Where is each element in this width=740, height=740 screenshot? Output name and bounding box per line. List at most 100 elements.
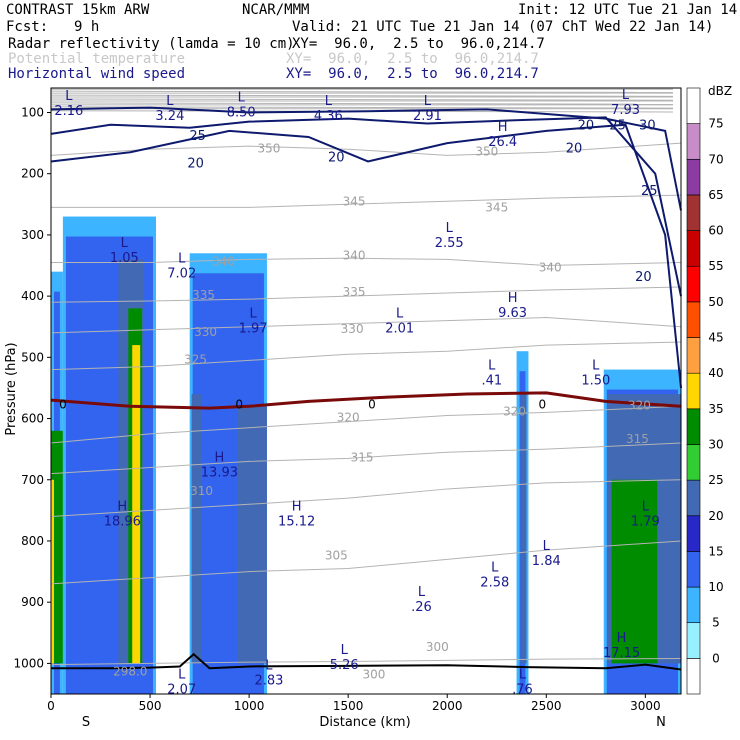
theta-label-11: 330 xyxy=(341,322,364,336)
theta-label-1: 300 xyxy=(362,668,385,682)
colorbar-layer: 0 5 10 15 20 25 30 35 40 45 50 55 60 65 70 75 xyxy=(686,87,724,695)
extremum-letter-24: L xyxy=(178,668,186,683)
y-tick-label-300: 300 xyxy=(21,228,44,242)
y-tick-label-100: 100 xyxy=(21,105,44,119)
theta-upper-line-1 xyxy=(50,90,674,93)
extremum-letter-6: H xyxy=(498,120,508,135)
colorbar-label-35: 35 xyxy=(708,402,723,416)
extremum-letter-0: L xyxy=(65,89,73,104)
x-tick-label-2000: 2000 xyxy=(432,699,463,713)
colorbar-swatch-1 xyxy=(686,622,701,659)
terrain-layer xyxy=(51,652,682,671)
theta-label-6: 315 xyxy=(626,432,649,446)
extremum-letter-23: L xyxy=(341,643,349,658)
y-tick-label-500: 500 xyxy=(21,350,44,364)
extremum-value-14: 1.50 xyxy=(581,374,610,389)
wind-layer xyxy=(50,106,682,389)
extremum-letter-13: L xyxy=(488,359,496,374)
colorbar-label-70: 70 xyxy=(708,152,723,166)
colorbar-label-65: 65 xyxy=(708,188,723,202)
extremum-letter-16: H xyxy=(117,499,127,514)
extremum-letter-4: L xyxy=(424,94,432,109)
colorbar-swatch-13 xyxy=(686,194,701,231)
extremum-letter-1: L xyxy=(166,94,174,109)
extremum-letter-25: L xyxy=(265,659,273,674)
colorbar-label-5: 5 xyxy=(712,616,720,630)
colorbar-swatch-15 xyxy=(686,123,701,160)
x-tick-label-3000: 3000 xyxy=(630,699,661,713)
theta-label-3: 305 xyxy=(325,548,348,562)
x-axis-title: Distance (km) xyxy=(319,715,410,730)
theta-label-8: 320 xyxy=(503,404,526,418)
field2-title: Potential temperature xyxy=(8,51,186,67)
freezing-level-layer: 0 0 0 0 xyxy=(50,391,682,411)
extremum-value-7: 1.05 xyxy=(110,251,139,266)
theta-label-15: 340 xyxy=(343,248,366,262)
extremum-letter-11: L xyxy=(446,221,454,236)
extremum-letter-21: L xyxy=(418,585,426,600)
refl-core-0-0 xyxy=(51,430,63,664)
extremum-letter-10: L xyxy=(396,307,404,322)
theta-label-19: 350 xyxy=(257,141,280,155)
colorbar-swatch-5 xyxy=(686,479,701,517)
wind-label-4: 25 xyxy=(609,119,626,134)
colorbar-swatch-7 xyxy=(686,408,701,445)
theta-label-17: 345 xyxy=(343,195,366,209)
colorbar-label-10: 10 xyxy=(708,580,723,594)
x-right-end-label: N xyxy=(656,715,666,730)
extremum-letter-26: L xyxy=(519,668,527,683)
extremum-value-24: 2.07 xyxy=(167,683,196,698)
wind-label-7: 25 xyxy=(641,184,658,199)
y-tick-label-600: 600 xyxy=(21,412,44,426)
wind-contour-20 xyxy=(50,123,682,389)
colorbar-swatch-16 xyxy=(686,87,701,124)
theta-upper-line-3 xyxy=(50,94,674,97)
extremum-value-6: 26.4 xyxy=(488,135,517,150)
plot-frame xyxy=(50,87,682,695)
extremum-letter-5: L xyxy=(622,88,630,103)
field1-xy: XY= 96.0, 2.5 to 96.0,214.7 xyxy=(292,36,545,52)
theta-contour-310 xyxy=(50,479,682,517)
extremum-value-1: 3.24 xyxy=(155,109,184,124)
fcst-value: 9 h xyxy=(74,19,100,35)
x-tick-label-1500: 1500 xyxy=(333,699,364,713)
y-tick-label-900: 900 xyxy=(21,595,44,609)
colorbar-label-55: 55 xyxy=(708,259,723,273)
theta-label-14: 340 xyxy=(212,255,235,269)
theta-upper-line-7 xyxy=(50,102,674,105)
freezing-level-label-1: 0 xyxy=(235,397,243,411)
y-tick-label-1000: 1000 xyxy=(13,656,44,670)
extremum-letter-15: H xyxy=(215,450,225,465)
refl-core-4-1 xyxy=(611,479,658,664)
extremum-letter-8: L xyxy=(178,251,186,266)
y-tick-label-700: 700 xyxy=(21,473,44,487)
extremum-letter-22: H xyxy=(617,631,627,646)
wind-contour-25 xyxy=(50,116,682,297)
theta-label-20: 350 xyxy=(475,144,498,158)
extremum-value-16: 18.96 xyxy=(104,514,141,529)
x-tick-label-500: 500 xyxy=(139,699,162,713)
extremum-value-10: 2.01 xyxy=(385,322,414,337)
x-tick-label-2500: 2500 xyxy=(531,699,562,713)
theta-contour-330 xyxy=(50,317,682,334)
wind-label-5: 30 xyxy=(639,119,656,134)
theta-contour-305 xyxy=(50,540,682,585)
colorbar-label-50: 50 xyxy=(708,295,723,309)
extremum-value-23: 5.26 xyxy=(330,658,359,673)
reflectivity-layer xyxy=(51,216,681,695)
annotation-layer: L2.16L3.24L8.50L4.36L2.91L7.93H26.4L1.05… xyxy=(54,88,659,698)
theta-label-5: 315 xyxy=(351,450,374,464)
y-tick-label-400: 400 xyxy=(21,289,44,303)
colorbar-swatch-9 xyxy=(686,337,701,374)
extremum-value-8: 7.02 xyxy=(167,266,196,281)
freezing-level-label-0: 0 xyxy=(59,397,67,411)
extremum-letter-3: L xyxy=(325,94,333,109)
theta-label-16: 340 xyxy=(539,261,562,275)
extremum-value-22: 17.15 xyxy=(603,646,640,661)
wind-label-1: 20 xyxy=(187,157,204,172)
extremum-value-13: .41 xyxy=(481,374,502,389)
theta-label-2: 300 xyxy=(426,640,449,654)
extremum-letter-2: L xyxy=(238,90,246,105)
extremum-letter-12: H xyxy=(508,291,518,306)
